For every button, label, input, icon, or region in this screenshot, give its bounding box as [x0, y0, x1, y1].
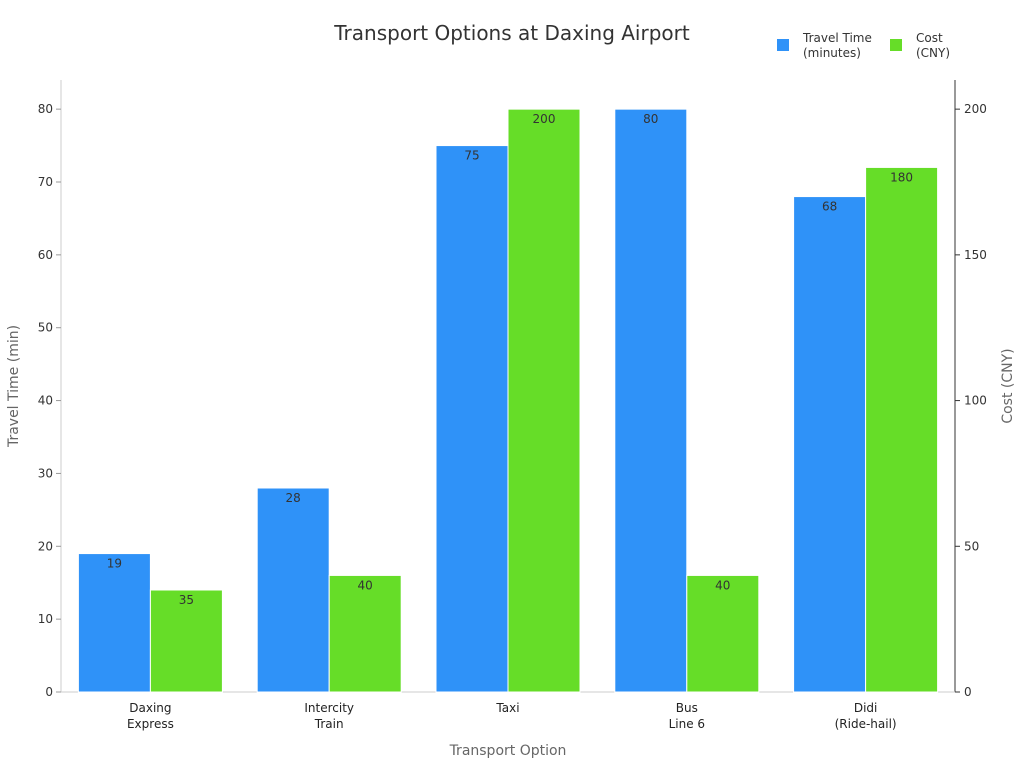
x-axis-title: Transport Option — [449, 743, 567, 759]
data-label: 75 — [464, 149, 479, 163]
y-left-tick-label: 20 — [38, 539, 53, 553]
bar-travel-time — [435, 145, 509, 693]
legend: Travel Time (minutes) Cost (CNY) — [777, 31, 950, 60]
y-axis-left-title: Travel Time (min) — [6, 325, 22, 448]
bar-travel-time — [77, 553, 151, 693]
data-label: 40 — [715, 578, 730, 592]
bar-cost — [328, 574, 402, 693]
legend-label: Travel Time (minutes) — [802, 31, 872, 60]
y-left-tick-label: 70 — [38, 175, 53, 189]
y-left-tick-label: 40 — [38, 394, 53, 408]
x-tick-label-line: Didi — [854, 701, 878, 715]
data-label: 200 — [533, 112, 556, 126]
data-label: 180 — [890, 170, 913, 184]
y-right-tick-label: 0 — [964, 685, 972, 699]
y-right-tick-label: 150 — [964, 248, 987, 262]
plot-area: 0 10 20 30 40 50 60 70 80 0 50 100 150 200 19 35 Daxing E… — [38, 80, 987, 731]
x-tick-label-line: Taxi — [495, 701, 519, 715]
legend-swatch — [890, 39, 902, 51]
data-label: 40 — [358, 578, 373, 592]
legend-label-line: (minutes) — [803, 46, 861, 60]
legend-swatch — [777, 39, 789, 51]
x-tick-label: Daxing Express — [127, 701, 174, 731]
x-tick-label: Taxi — [495, 701, 519, 715]
bar-cost — [686, 574, 760, 693]
y-left-tick-label: 10 — [38, 612, 53, 626]
legend-label-line: Travel Time — [802, 31, 872, 45]
data-label: 28 — [286, 491, 301, 505]
data-label: 19 — [107, 557, 122, 571]
legend-label-line: (CNY) — [916, 46, 950, 60]
y-left-tick-label: 60 — [38, 248, 53, 262]
y-left-tick-label: 30 — [38, 466, 53, 480]
x-tick-label-line: (Ride-hail) — [835, 717, 897, 731]
x-tick-label-line: Daxing — [129, 701, 171, 715]
data-label: 68 — [822, 200, 837, 214]
bar-travel-time — [793, 196, 867, 693]
y-right-tick-label: 50 — [964, 539, 979, 553]
bar-cost — [865, 166, 939, 693]
data-label: 35 — [179, 593, 194, 607]
x-tick-label-line: Intercity — [304, 701, 354, 715]
y-left-tick-label: 50 — [38, 321, 53, 335]
bar-cost — [507, 108, 581, 693]
bar-travel-time — [256, 487, 330, 693]
x-tick-label-line: Line 6 — [669, 717, 705, 731]
y-left-tick-label: 0 — [45, 685, 53, 699]
x-tick-label: Intercity Train — [304, 701, 354, 731]
x-tick-label: Didi (Ride-hail) — [835, 701, 897, 731]
legend-label-line: Cost — [916, 31, 943, 45]
x-tick-label-line: Train — [314, 717, 344, 731]
x-tick-label-line: Bus — [676, 701, 698, 715]
y-right-tick-label: 200 — [964, 102, 987, 116]
y-left-tick-label: 80 — [38, 102, 53, 116]
x-tick-label-line: Express — [127, 717, 174, 731]
x-tick-label: Bus Line 6 — [669, 701, 705, 731]
bar-cost — [149, 589, 223, 693]
y-axis-right-title: Cost (CNY) — [1000, 348, 1016, 423]
data-label: 80 — [643, 112, 658, 126]
bar-travel-time — [614, 108, 688, 693]
legend-label: Cost (CNY) — [916, 31, 950, 60]
chart-title: Transport Options at Daxing Airport — [333, 21, 690, 45]
y-right-tick-label: 100 — [964, 394, 987, 408]
